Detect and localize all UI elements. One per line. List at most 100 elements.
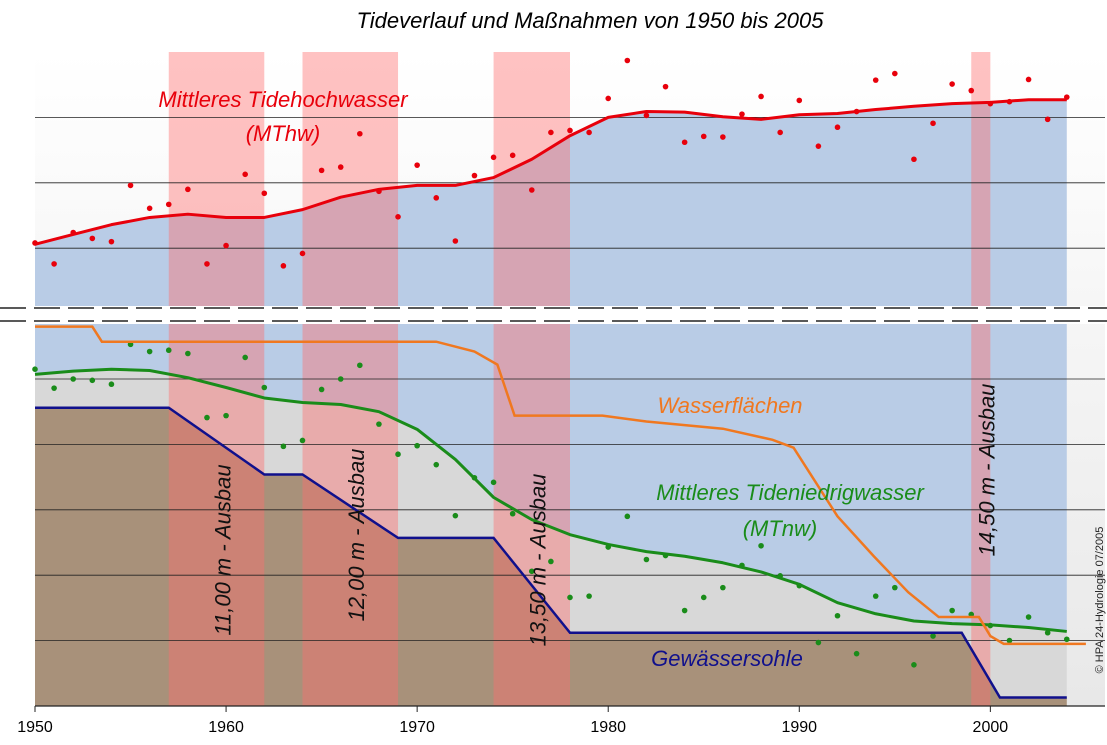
low-water-area (35, 369, 1067, 698)
x-tick-label: 1980 (590, 719, 626, 736)
data-point (892, 70, 898, 77)
data-point (1063, 636, 1070, 643)
data-point (490, 154, 497, 161)
chart-title: Tideverlauf und Maßnahmen von 1950 bis 2… (357, 8, 825, 33)
data-point (70, 376, 77, 382)
data-point (1025, 76, 1032, 83)
data-point (433, 461, 440, 468)
data-point (204, 414, 210, 421)
data-point (509, 510, 516, 517)
data-point (777, 129, 783, 136)
data-point (815, 639, 822, 646)
data-point (892, 584, 898, 591)
data-point (872, 593, 879, 599)
step-line (35, 325, 1086, 646)
series-label: Mittleres Tideniedrigwasser (656, 480, 925, 505)
series-label: Mittleres Tidehochwasser (158, 87, 409, 112)
data-point (433, 195, 440, 201)
data-point (414, 442, 420, 449)
data-point (567, 127, 573, 134)
data-point (261, 384, 268, 391)
data-point (280, 263, 287, 269)
data-point (911, 156, 917, 163)
data-point (834, 612, 841, 619)
data-point (1044, 629, 1051, 636)
bed-area (35, 407, 1067, 706)
data-point (165, 347, 172, 354)
data-point (911, 661, 917, 668)
data-point (108, 238, 115, 245)
data-point (51, 261, 57, 267)
data-point (758, 542, 764, 549)
ausbau-label: 12,00 m - Ausbau (344, 449, 369, 622)
data-point (223, 242, 229, 249)
data-point (242, 354, 248, 361)
data-point (739, 111, 745, 117)
data-point (643, 556, 650, 563)
data-point (700, 594, 707, 601)
step-line (35, 406, 1067, 699)
data-point (261, 190, 268, 197)
data-point (528, 568, 535, 575)
data-point (337, 164, 344, 170)
tidal-range-area (35, 99, 1067, 632)
data-point (949, 607, 955, 614)
data-point (89, 235, 96, 242)
data-point (146, 348, 153, 355)
data-point (471, 172, 478, 179)
x-tick-label: 2000 (973, 719, 1009, 736)
data-point (758, 93, 764, 100)
trend-line (34, 367, 1067, 633)
data-point (204, 261, 210, 267)
data-point (528, 187, 535, 193)
data-point (930, 633, 936, 639)
data-point (720, 584, 726, 591)
data-point (223, 412, 229, 419)
data-point (720, 134, 726, 140)
data-point (32, 366, 38, 372)
data-point (834, 124, 841, 131)
data-point (357, 130, 363, 137)
data-point (357, 362, 363, 369)
data-point (1025, 614, 1032, 620)
data-point (681, 139, 688, 146)
data-point (127, 182, 134, 189)
data-point (299, 437, 306, 444)
data-point (165, 201, 172, 208)
series-label: Wasserflächen (657, 393, 802, 418)
data-point (548, 129, 554, 136)
credit: © HPA 24-Hydrologie 07/2005 (1094, 527, 1106, 674)
data-point (51, 385, 57, 391)
data-point (567, 594, 573, 601)
data-point (1006, 637, 1013, 644)
data-point (1044, 116, 1051, 123)
trend-line (34, 98, 1067, 246)
data-point (548, 558, 554, 565)
data-point (490, 479, 497, 486)
data-point (185, 350, 191, 357)
data-point (815, 143, 822, 149)
data-point (146, 205, 153, 212)
data-point (414, 162, 420, 168)
data-point (337, 376, 344, 382)
data-point (662, 83, 669, 90)
data-point (681, 607, 688, 614)
data-point (949, 81, 955, 87)
x-tick-label: 1950 (17, 719, 53, 736)
data-point (242, 171, 248, 178)
data-point (89, 377, 96, 384)
ausbau-label: 13,50 m - Ausbau (526, 474, 551, 647)
data-point (700, 133, 707, 140)
data-point (452, 238, 459, 244)
ausbau-label: 11,00 m - Ausbau (210, 464, 235, 635)
data-point (853, 650, 860, 657)
data-point (299, 250, 306, 257)
data-point (796, 97, 803, 104)
data-point (318, 386, 325, 393)
data-point (452, 512, 459, 519)
axis-break (0, 306, 1107, 324)
data-point (185, 186, 191, 193)
data-point (509, 152, 516, 159)
ausbau-label: 14,50 m - Ausbau (975, 384, 1000, 557)
